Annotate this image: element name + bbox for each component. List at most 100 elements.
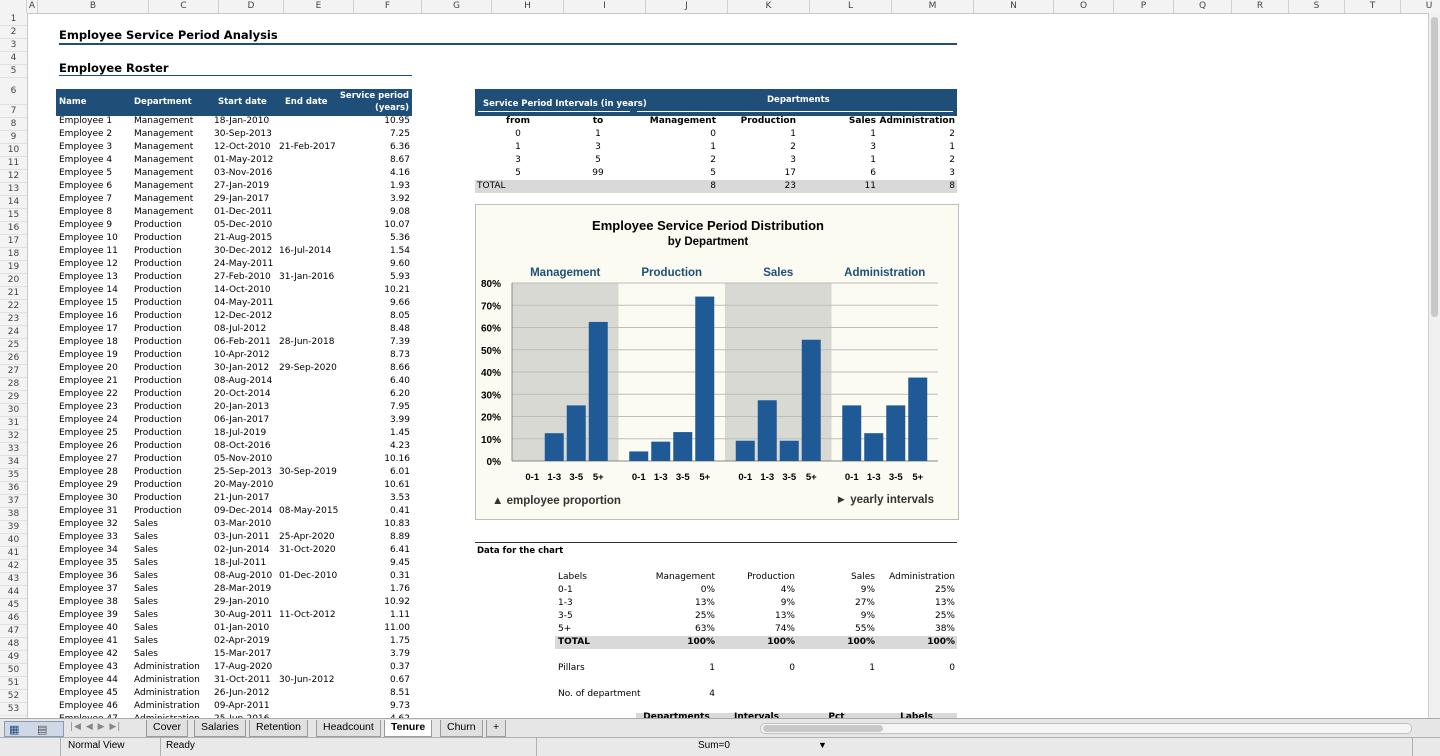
chart-table-cell[interactable]: 4% — [780, 585, 795, 595]
chart-table-cell[interactable]: 38% — [934, 624, 955, 634]
pillars-cell[interactable]: 0 — [949, 663, 955, 673]
roster-service-period[interactable]: 6.20 — [389, 389, 410, 399]
chart-table-cell[interactable]: 25% — [934, 585, 955, 595]
row-header[interactable]: 35 — [0, 469, 27, 482]
roster-start-date[interactable]: 09-Apr-2011 — [214, 701, 270, 711]
roster-service-period[interactable]: 9.60 — [389, 259, 410, 269]
roster-service-period[interactable]: 0.37 — [389, 662, 410, 672]
sheet-grid[interactable]: Employee Service Period Analysis Employe… — [28, 14, 1428, 718]
roster-service-period[interactable]: 1.93 — [389, 181, 410, 191]
roster-start-date[interactable]: 06-Feb-2011 — [214, 337, 271, 347]
roster-service-period[interactable]: 3.99 — [389, 415, 410, 425]
chart-table-cell[interactable]: 3-5 — [558, 611, 573, 621]
roster-department[interactable]: Sales — [134, 558, 158, 568]
column-header[interactable]: Q — [1174, 0, 1232, 13]
roster-name[interactable]: Employee 10 — [59, 233, 118, 243]
interval-cell[interactable]: 3 — [595, 142, 601, 152]
sheet-tab[interactable]: + — [486, 720, 507, 737]
roster-service-period[interactable]: 9.45 — [389, 558, 410, 568]
roster-name[interactable]: Employee 40 — [59, 623, 118, 633]
row-header[interactable]: 17 — [0, 235, 27, 248]
sheet-tab[interactable]: Cover — [146, 720, 189, 737]
column-header[interactable]: P — [1114, 0, 1174, 13]
column-header[interactable]: J — [646, 0, 728, 13]
row-header[interactable]: 18 — [0, 248, 27, 261]
interval-cell[interactable]: 5 — [710, 168, 716, 178]
roster-name[interactable]: Employee 11 — [59, 246, 118, 256]
column-header[interactable]: O — [1054, 0, 1114, 13]
roster-name[interactable]: Employee 39 — [59, 610, 118, 620]
roster-service-period[interactable]: 1.75 — [389, 636, 410, 646]
roster-department[interactable]: Production — [134, 233, 182, 243]
roster-department[interactable]: Sales — [134, 532, 158, 542]
roster-start-date[interactable]: 04-May-2011 — [214, 298, 274, 308]
roster-service-period[interactable]: 10.95 — [384, 116, 410, 126]
roster-name[interactable]: Employee 6 — [59, 181, 113, 191]
row-header[interactable]: 38 — [0, 508, 27, 521]
roster-name[interactable]: Employee 46 — [59, 701, 118, 711]
roster-start-date[interactable]: 12-Oct-2010 — [214, 142, 271, 152]
total-cell[interactable]: 8 — [710, 181, 716, 191]
row-header[interactable]: 46 — [0, 612, 27, 625]
roster-department[interactable]: Sales — [134, 519, 158, 529]
sheet-tab[interactable]: Salaries — [194, 720, 246, 737]
roster-department[interactable]: Management — [134, 155, 194, 165]
roster-department[interactable]: Administration — [134, 701, 200, 711]
roster-service-period[interactable]: 8.73 — [389, 350, 410, 360]
horizontal-scrollbar[interactable] — [760, 723, 1412, 734]
row-header[interactable]: 42 — [0, 560, 27, 573]
view-toggle[interactable]: ▦ ▤ — [4, 721, 64, 737]
roster-service-period[interactable]: 3.92 — [389, 194, 410, 204]
column-header[interactable]: H — [492, 0, 564, 13]
interval-cell[interactable]: 5 — [595, 155, 601, 165]
roster-start-date[interactable]: 08-Oct-2016 — [214, 441, 271, 451]
roster-end-date[interactable]: 30-Jun-2012 — [279, 675, 335, 685]
row-header[interactable]: 19 — [0, 261, 27, 274]
column-header[interactable]: R — [1232, 0, 1289, 13]
roster-end-date[interactable]: 31-Oct-2020 — [279, 545, 336, 555]
roster-department[interactable]: Production — [134, 311, 182, 321]
distribution-chart[interactable]: 80% 70% 60% 50% 40% 30% 20% 10% 0% Employee Servi… — [475, 204, 959, 520]
roster-service-period[interactable]: 1.76 — [389, 584, 410, 594]
roster-end-date[interactable]: 16-Jul-2014 — [279, 246, 332, 256]
column-header[interactable]: F — [354, 0, 422, 13]
roster-service-period[interactable]: 0.67 — [389, 675, 410, 685]
roster-department[interactable]: Production — [134, 415, 182, 425]
interval-cell[interactable]: 1 — [790, 129, 796, 139]
column-header[interactable]: D — [219, 0, 284, 13]
roster-department[interactable]: Production — [134, 363, 182, 373]
column-header[interactable]: E — [284, 0, 354, 13]
interval-cell[interactable]: 2 — [790, 142, 796, 152]
chart-table-total-cell[interactable]: 100% — [847, 637, 875, 647]
row-header[interactable]: 28 — [0, 378, 27, 391]
roster-department[interactable]: Production — [134, 441, 182, 451]
row-header[interactable]: 39 — [0, 521, 27, 534]
roster-start-date[interactable]: 21-Jun-2017 — [214, 493, 270, 503]
roster-department[interactable]: Management — [134, 129, 194, 139]
roster-start-date[interactable]: 17-Aug-2020 — [214, 662, 273, 672]
chart-table-cell[interactable]: 25% — [694, 611, 715, 621]
roster-service-period[interactable]: 8.48 — [389, 324, 410, 334]
chart-table-cell[interactable]: 0-1 — [558, 585, 573, 595]
interval-cell[interactable]: 1 — [870, 129, 876, 139]
roster-name[interactable]: Employee 44 — [59, 675, 118, 685]
roster-end-date[interactable]: 01-Dec-2010 — [279, 571, 338, 581]
roster-start-date[interactable]: 25-Jun-2016 — [214, 713, 269, 718]
roster-department[interactable]: Management — [134, 207, 194, 217]
roster-name[interactable]: Employee 33 — [59, 532, 118, 542]
column-header[interactable]: S — [1289, 0, 1345, 13]
interval-cell[interactable]: 3 — [949, 168, 955, 178]
row-header[interactable]: 3 — [0, 39, 27, 52]
roster-name[interactable]: Employee 19 — [59, 350, 118, 360]
roster-department[interactable]: Production — [134, 220, 182, 230]
roster-department[interactable]: Production — [134, 454, 182, 464]
roster-name[interactable]: Employee 5 — [59, 168, 113, 178]
vertical-scroll-thumb[interactable] — [1431, 17, 1438, 317]
roster-department[interactable]: Production — [134, 389, 182, 399]
total-cell[interactable]: 8 — [949, 181, 955, 191]
roster-end-date[interactable]: 28-Jun-2018 — [279, 337, 335, 347]
row-header[interactable]: 44 — [0, 586, 27, 599]
roster-start-date[interactable]: 02-Apr-2019 — [214, 636, 270, 646]
roster-name[interactable]: Employee 22 — [59, 389, 118, 399]
roster-name[interactable]: Employee 42 — [59, 649, 118, 659]
